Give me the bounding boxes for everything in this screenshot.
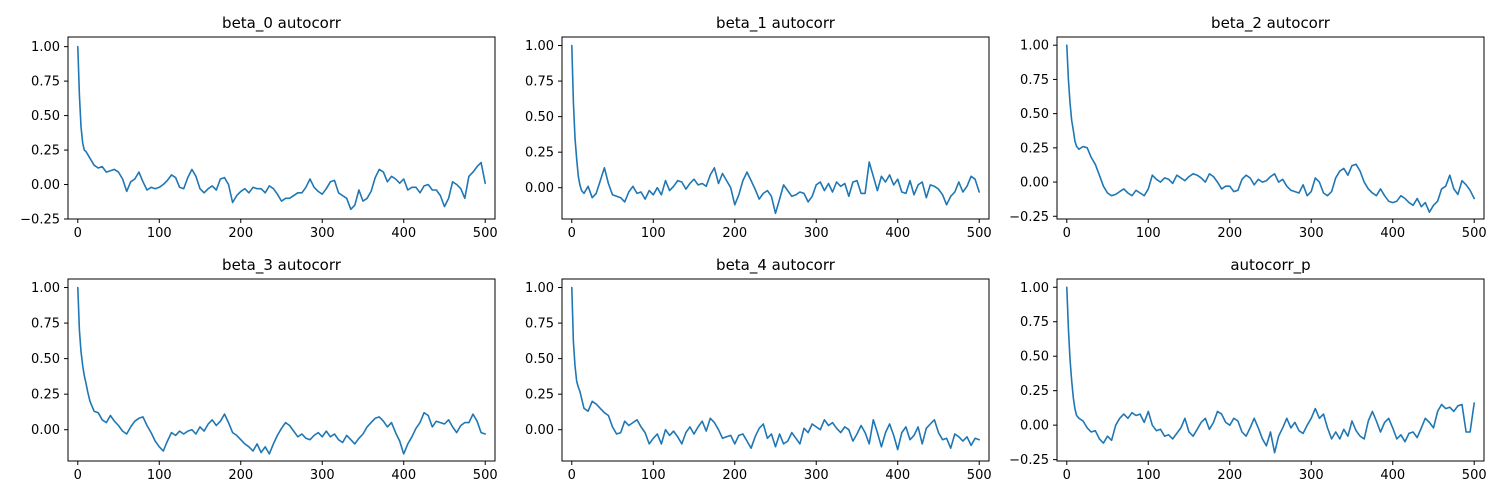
- subplot-title: beta_3 autocorr: [222, 256, 342, 275]
- y-tick-label: 1.00: [525, 281, 554, 296]
- subplot-4: beta_3 autocorr 0 100 200 300 400 500 0.00 0.25 0…: [31, 256, 498, 483]
- y-tick-label: 0.00: [525, 423, 554, 438]
- y-tick-label: −0.25: [1009, 453, 1049, 468]
- x-tick-label: 200: [722, 468, 747, 483]
- y-tick-label: 0.00: [525, 181, 554, 196]
- x-tick-label: 500: [1462, 226, 1487, 241]
- x-tick-label: 100: [641, 226, 666, 241]
- y-tick-label: 0.75: [1020, 73, 1049, 88]
- autocorr-series-line: [77, 45, 487, 211]
- subplot-6: autocorr_p 0 100 200 300 400 500 −0.25 0.00 0.25 0…: [1009, 256, 1486, 483]
- x-tick-label: 0: [74, 226, 82, 241]
- y-tick-label: −0.25: [20, 213, 60, 228]
- y-tick-label: 0.75: [31, 317, 60, 332]
- x-tick-label: 0: [568, 468, 576, 483]
- autocorr-series-line: [1066, 286, 1475, 454]
- x-tick-label: 300: [804, 468, 829, 483]
- autocorr-series-line: [570, 44, 981, 215]
- x-tick-label: 400: [391, 226, 416, 241]
- x-tick-label: 200: [1217, 468, 1242, 483]
- x-tick-label: 200: [722, 226, 747, 241]
- x-tick-label: 200: [228, 468, 253, 483]
- x-tick-label: 100: [1136, 468, 1161, 483]
- x-tick-label: 400: [885, 226, 910, 241]
- y-tick-label: 0.75: [31, 75, 60, 90]
- x-tick-label: 100: [641, 468, 666, 483]
- x-tick-label: 100: [147, 226, 172, 241]
- x-tick-label: 0: [1063, 468, 1071, 483]
- y-tick-label: 0.00: [1020, 419, 1049, 434]
- x-tick-label: 500: [473, 226, 498, 241]
- autocorr-series-line: [77, 286, 487, 455]
- x-tick-label: 300: [310, 468, 335, 483]
- subplot-title: beta_2 autocorr: [1211, 14, 1331, 33]
- x-tick-label: 100: [1136, 226, 1161, 241]
- axes-frame: [67, 36, 496, 220]
- y-tick-label: 1.00: [1020, 39, 1049, 54]
- x-tick-label: 400: [391, 468, 416, 483]
- subplot-5: beta_4 autocorr 0 100 200 300 400 500 0.00 0.25 0…: [525, 256, 992, 483]
- y-tick-label: 0.25: [525, 388, 554, 403]
- y-tick-label: 1.00: [1020, 281, 1049, 296]
- y-tick-label: 0.00: [31, 423, 60, 438]
- subplot-title: autocorr_p: [1230, 256, 1310, 275]
- x-tick-label: 400: [1380, 226, 1405, 241]
- y-tick-label: 0.25: [525, 146, 554, 161]
- autocorr-series-line: [1066, 44, 1475, 213]
- x-tick-label: 300: [310, 226, 335, 241]
- y-tick-label: 0.50: [1020, 350, 1049, 365]
- subplot-1: beta_0 autocorr 0 100 200 300 400 500 −0.25 0.00…: [20, 14, 497, 241]
- x-tick-label: 400: [1380, 468, 1405, 483]
- x-tick-label: 500: [473, 468, 498, 483]
- x-tick-label: 300: [1299, 468, 1324, 483]
- axes-frame: [561, 278, 990, 462]
- x-tick-label: 200: [1217, 226, 1242, 241]
- x-tick-label: 300: [1299, 226, 1324, 241]
- x-tick-label: 100: [147, 468, 172, 483]
- subplot-title: beta_0 autocorr: [222, 14, 342, 33]
- y-tick-label: 0.50: [31, 109, 60, 124]
- y-tick-label: 0.50: [1020, 107, 1049, 122]
- y-tick-label: 0.50: [525, 110, 554, 125]
- x-tick-label: 0: [74, 468, 82, 483]
- x-tick-label: 0: [568, 226, 576, 241]
- y-tick-label: 1.00: [31, 40, 60, 55]
- x-tick-label: 400: [885, 468, 910, 483]
- y-tick-label: 1.00: [31, 281, 60, 296]
- y-tick-label: 0.25: [1020, 141, 1049, 156]
- y-tick-label: 0.75: [525, 317, 554, 332]
- axes-frame: [561, 36, 990, 220]
- y-tick-label: 0.25: [31, 388, 60, 403]
- y-tick-label: 0.25: [31, 144, 60, 159]
- axes-frame: [1056, 278, 1485, 462]
- y-tick-label: −0.25: [1009, 210, 1049, 225]
- y-tick-label: 1.00: [525, 39, 554, 54]
- subplot-title: beta_1 autocorr: [716, 14, 836, 33]
- subplot-2: beta_1 autocorr 0 100 200 300 400 500 0.00 0.25 0…: [525, 14, 992, 241]
- y-tick-label: 0.25: [1020, 384, 1049, 399]
- autocorr-series-line: [570, 286, 981, 451]
- y-tick-label: 0.75: [1020, 315, 1049, 330]
- y-tick-label: 0.00: [31, 178, 60, 193]
- subplot-title: beta_4 autocorr: [716, 256, 836, 275]
- subplot-grid: beta_0 autocorr 0 100 200 300 400 500 −0.25 0.00…: [20, 14, 1486, 483]
- axes-frame: [1056, 36, 1485, 220]
- y-tick-label: 0.50: [525, 352, 554, 367]
- subplot-3: beta_2 autocorr 0 100 200 300 400 500 −0.25 0.00…: [1009, 14, 1486, 241]
- x-tick-label: 500: [967, 226, 992, 241]
- y-tick-label: 0.50: [31, 352, 60, 367]
- x-tick-label: 200: [228, 226, 253, 241]
- y-tick-label: 0.00: [1020, 176, 1049, 191]
- y-tick-label: 0.75: [525, 75, 554, 90]
- axes-frame: [67, 278, 496, 462]
- x-tick-label: 500: [1462, 468, 1487, 483]
- x-tick-label: 300: [804, 226, 829, 241]
- x-tick-label: 500: [967, 468, 992, 483]
- x-tick-label: 0: [1063, 226, 1071, 241]
